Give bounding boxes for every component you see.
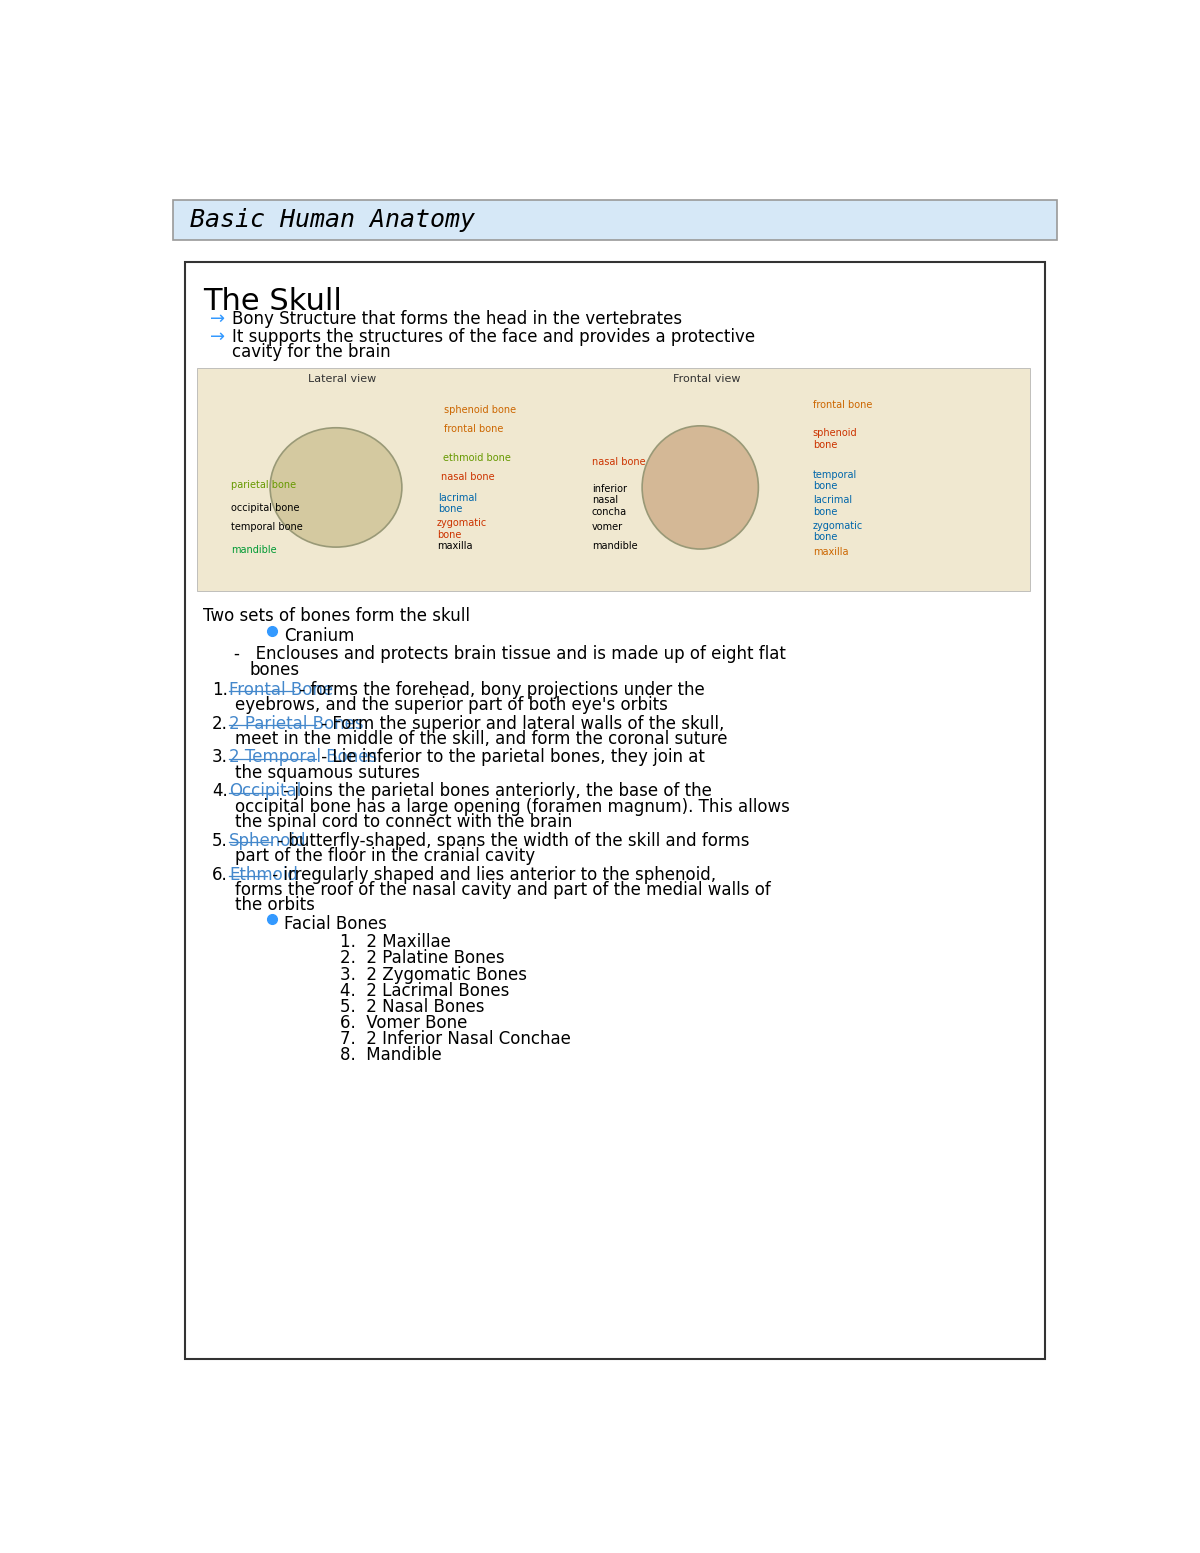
Text: 2 Parietal Bones: 2 Parietal Bones (229, 714, 364, 733)
Text: It supports the structures of the face and provides a protective: It supports the structures of the face a… (232, 328, 755, 346)
Text: Bony Structure that forms the head in the vertebrates: Bony Structure that forms the head in th… (232, 309, 683, 328)
Text: Facial Bones: Facial Bones (284, 915, 386, 933)
Text: parietal bone: parietal bone (232, 480, 296, 489)
Text: inferior
nasal
concha: inferior nasal concha (592, 483, 626, 517)
Text: Frontal Bone: Frontal Bone (229, 680, 334, 699)
Text: maxilla: maxilla (812, 547, 848, 556)
Text: 5.  2 Nasal Bones: 5. 2 Nasal Bones (340, 999, 485, 1016)
Text: Ethmoid: Ethmoid (229, 865, 298, 884)
Text: ethmoid bone: ethmoid bone (443, 453, 511, 463)
Bar (173, 200, 1057, 241)
Text: part of the floor in the cranial cavity: part of the floor in the cranial cavity (235, 846, 535, 865)
Text: nasal bone: nasal bone (440, 472, 494, 481)
Text: 1.: 1. (212, 680, 228, 699)
Text: mandible: mandible (232, 545, 277, 554)
Text: 3.: 3. (212, 749, 228, 767)
Text: 3.  2 Zygomatic Bones: 3. 2 Zygomatic Bones (340, 966, 527, 983)
Text: -   Enclouses and protects brain tissue and is made up of eight flat: - Enclouses and protects brain tissue an… (234, 646, 786, 663)
Text: nasal bone: nasal bone (592, 457, 646, 466)
Text: meet in the middle of the skill, and form the coronal suture: meet in the middle of the skill, and for… (235, 730, 727, 749)
Text: Cranium: Cranium (284, 627, 354, 644)
Text: the squamous sutures: the squamous sutures (235, 764, 420, 781)
Text: 2 Temporal Bones: 2 Temporal Bones (229, 749, 377, 767)
Text: forms the roof of the nasal cavity and part of the medial walls of: forms the roof of the nasal cavity and p… (235, 881, 772, 899)
Text: sphenoid
bone: sphenoid bone (812, 429, 857, 450)
Text: 2.: 2. (212, 714, 228, 733)
Text: temporal
bone: temporal bone (812, 469, 857, 491)
Text: occipital bone has a large opening (foramen magnum). This allows: occipital bone has a large opening (fora… (235, 798, 790, 815)
Text: bones: bones (250, 660, 299, 679)
Text: Basic Human Anatomy: Basic Human Anatomy (191, 208, 475, 233)
Text: →: → (210, 309, 226, 328)
Text: mandible: mandible (592, 542, 637, 551)
Bar (197, 368, 1030, 592)
Text: 7.  2 Inferior Nasal Conchae: 7. 2 Inferior Nasal Conchae (340, 1030, 571, 1048)
Text: the orbits: the orbits (235, 896, 316, 915)
Text: occipital bone: occipital bone (232, 503, 300, 512)
Text: - Lie inferior to the parietal bones, they join at: - Lie inferior to the parietal bones, th… (316, 749, 704, 767)
Ellipse shape (642, 426, 758, 550)
Text: - butterfly-shaped, spans the width of the skill and forms: - butterfly-shaped, spans the width of t… (272, 831, 750, 849)
Text: maxilla: maxilla (437, 542, 473, 551)
Text: 5.: 5. (212, 831, 228, 849)
Text: zygomatic
bone: zygomatic bone (437, 519, 487, 540)
Text: frontal bone: frontal bone (444, 424, 504, 433)
Text: 6.  Vomer Bone: 6. Vomer Bone (340, 1014, 467, 1033)
Text: frontal bone: frontal bone (812, 401, 872, 410)
Text: cavity for the brain: cavity for the brain (232, 343, 391, 362)
Text: Frontal view: Frontal view (673, 374, 740, 384)
Text: 6.: 6. (212, 865, 228, 884)
Text: sphenoid bone: sphenoid bone (444, 405, 517, 415)
Text: Lateral view: Lateral view (308, 374, 377, 384)
Text: 1.  2 Maxillae: 1. 2 Maxillae (340, 933, 451, 952)
Ellipse shape (270, 427, 402, 547)
Text: the spinal cord to connect with the brain: the spinal cord to connect with the brai… (235, 814, 572, 831)
Text: - joins the parietal bones anteriorly, the base of the: - joins the parietal bones anteriorly, t… (278, 783, 712, 800)
Text: eyebrows, and the superior part of both eye's orbits: eyebrows, and the superior part of both … (235, 696, 668, 714)
Text: vomer: vomer (592, 522, 623, 533)
Text: temporal bone: temporal bone (232, 522, 304, 533)
Text: Occipital: Occipital (229, 783, 301, 800)
Text: Sphenoid: Sphenoid (229, 831, 306, 849)
Text: - forms the forehead, bony projections under the: - forms the forehead, bony projections u… (294, 680, 704, 699)
Text: 2.  2 Palatine Bones: 2. 2 Palatine Bones (340, 949, 504, 968)
Text: lacrimal
bone: lacrimal bone (812, 495, 852, 517)
Text: 4.  2 Lacrimal Bones: 4. 2 Lacrimal Bones (340, 981, 509, 1000)
Text: →: → (210, 328, 226, 346)
Text: lacrimal
bone: lacrimal bone (438, 492, 478, 514)
Text: 4.: 4. (212, 783, 228, 800)
Text: The Skull: The Skull (203, 287, 342, 317)
Text: 8.  Mandible: 8. Mandible (340, 1047, 442, 1064)
Text: - irregularly shaped and lies anterior to the sphenoid,: - irregularly shaped and lies anterior t… (268, 865, 716, 884)
Text: - Form the superior and lateral walls of the skull,: - Form the superior and lateral walls of… (316, 714, 725, 733)
Text: zygomatic
bone: zygomatic bone (812, 520, 863, 542)
Text: Two sets of bones form the skull: Two sets of bones form the skull (203, 607, 469, 624)
